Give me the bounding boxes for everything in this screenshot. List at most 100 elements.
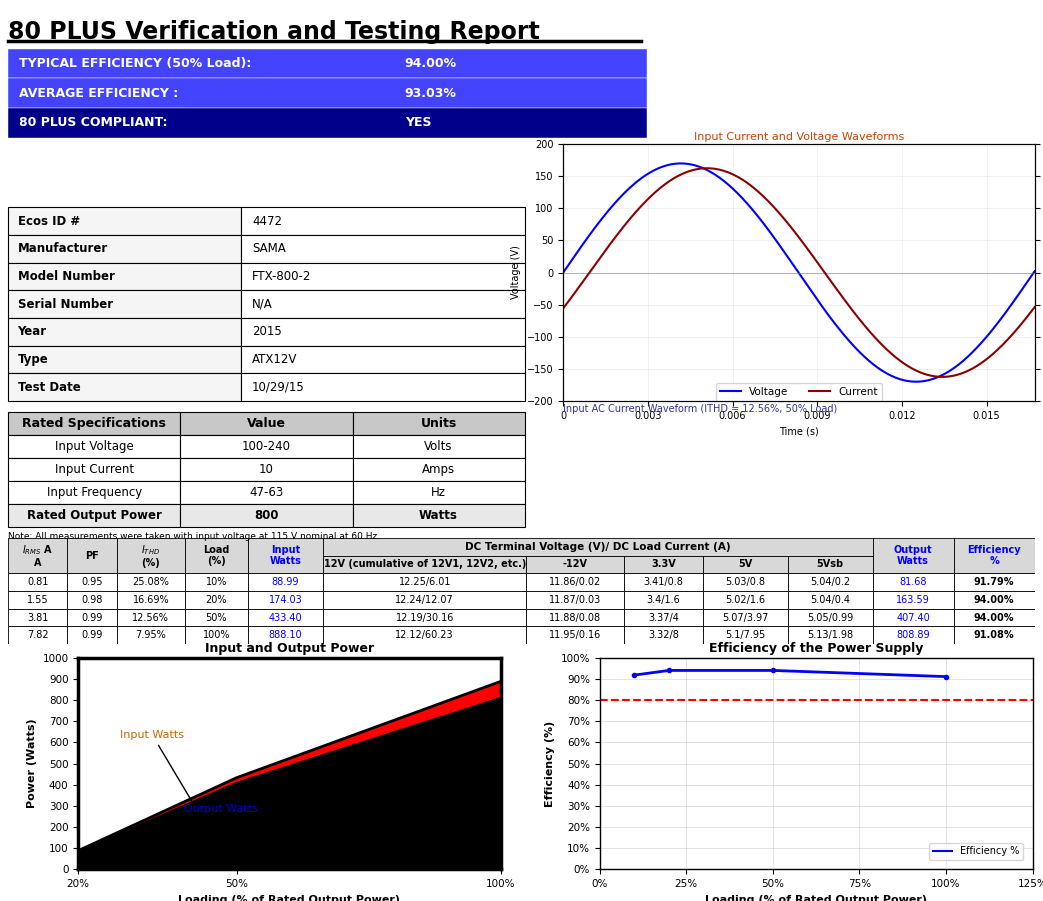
Text: Load
(%): Load (%): [203, 545, 229, 567]
Text: 12.25/6.01: 12.25/6.01: [398, 578, 451, 587]
Title: Input and Output Power: Input and Output Power: [204, 642, 374, 655]
Text: Input AC Current Waveform (ITHD = 12.56%, 50% Load): Input AC Current Waveform (ITHD = 12.56%…: [563, 404, 838, 414]
Text: 20%: 20%: [205, 595, 227, 605]
Bar: [117, 573, 185, 591]
Bar: [953, 538, 1035, 573]
Bar: [117, 538, 185, 573]
Text: 888.10: 888.10: [269, 631, 302, 641]
Current: [605, 237, 617, 248]
Text: Note: All measurements were taken with input voltage at 115 V nominal at 60 Hz.: Note: All measurements were taken with i…: [8, 532, 381, 541]
Bar: [526, 573, 624, 591]
Bar: [323, 626, 526, 644]
Text: PF: PF: [86, 551, 99, 560]
Text: 5.1/7.95: 5.1/7.95: [725, 631, 766, 641]
Text: 12.24/12.07: 12.24/12.07: [395, 595, 454, 605]
Bar: [323, 573, 526, 591]
Bar: [703, 626, 787, 644]
Bar: [787, 556, 873, 573]
Text: 93.03%: 93.03%: [405, 86, 457, 100]
Text: 3.41/0.8: 3.41/0.8: [644, 578, 683, 587]
Bar: [323, 591, 526, 609]
Text: 12.19/30.16: 12.19/30.16: [395, 613, 454, 623]
Text: 3.32/8: 3.32/8: [648, 631, 679, 641]
Y-axis label: Efficiency (%): Efficiency (%): [544, 721, 555, 806]
Text: 0.99: 0.99: [81, 613, 102, 623]
Text: 7.95%: 7.95%: [136, 631, 166, 641]
Voltage: [605, 202, 617, 213]
X-axis label: Loading (% of Rated Output Power): Loading (% of Rated Output Power): [178, 895, 401, 901]
Bar: [873, 609, 953, 626]
Voltage: [909, 377, 922, 387]
Bar: [8, 626, 67, 644]
Bar: [117, 591, 185, 609]
Text: 91.79%: 91.79%: [974, 578, 1015, 587]
Text: Output Watts: Output Watts: [184, 793, 285, 815]
Text: 11.86/0.02: 11.86/0.02: [549, 578, 601, 587]
Bar: [8, 538, 67, 573]
Bar: [67, 573, 117, 591]
Text: 91.08%: 91.08%: [974, 631, 1015, 641]
Text: -12V: -12V: [562, 560, 587, 569]
Bar: [323, 538, 873, 556]
Bar: [526, 609, 624, 626]
Voltage: [766, 229, 778, 240]
Bar: [787, 626, 873, 644]
Text: 0.99: 0.99: [81, 631, 102, 641]
Bar: [703, 573, 787, 591]
Bar: [873, 538, 953, 573]
Bar: [526, 626, 624, 644]
Text: 0.81: 0.81: [27, 578, 48, 587]
Bar: [526, 591, 624, 609]
Text: 1.55: 1.55: [27, 595, 49, 605]
Text: 80 PLUS Verification and Testing Report: 80 PLUS Verification and Testing Report: [8, 20, 540, 44]
Bar: [67, 591, 117, 609]
Text: 80 PLUS COMPLIANT:: 80 PLUS COMPLIANT:: [19, 116, 167, 130]
Text: 94.00%: 94.00%: [974, 595, 1015, 605]
Y-axis label: Voltage (V): Voltage (V): [511, 246, 522, 299]
Voltage: [675, 158, 687, 168]
Text: Efficiency
%: Efficiency %: [967, 545, 1021, 567]
Text: 25.08%: 25.08%: [132, 578, 169, 587]
Text: 163.59: 163.59: [896, 595, 930, 605]
Current: [925, 370, 938, 381]
X-axis label: Loading (% of Rated Output Power): Loading (% of Rated Output Power): [705, 895, 927, 901]
Current: [766, 199, 778, 210]
Title: Input Current and Voltage Waveforms: Input Current and Voltage Waveforms: [694, 132, 904, 142]
Bar: [185, 591, 247, 609]
Bar: [624, 626, 703, 644]
Voltage: [748, 206, 760, 217]
Text: 5.07/3.97: 5.07/3.97: [722, 613, 769, 623]
Bar: [787, 609, 873, 626]
Voltage: [557, 267, 569, 278]
Bar: [953, 626, 1035, 644]
Bar: [8, 591, 67, 609]
Bar: [624, 573, 703, 591]
Bar: [624, 556, 703, 573]
Bar: [247, 609, 323, 626]
Voltage: [1028, 266, 1041, 277]
Bar: [953, 573, 1035, 591]
Text: TYPICAL EFFICIENCY (50% Load):: TYPICAL EFFICIENCY (50% Load):: [19, 57, 251, 70]
Text: 5.05/0.99: 5.05/0.99: [807, 613, 853, 623]
Bar: [526, 556, 624, 573]
Text: 808.89: 808.89: [896, 631, 930, 641]
Bar: [247, 626, 323, 644]
Text: 12.56%: 12.56%: [132, 613, 169, 623]
Bar: [323, 609, 526, 626]
Text: 5.03/0.8: 5.03/0.8: [725, 578, 766, 587]
Current: [748, 183, 760, 194]
Text: 81.68: 81.68: [899, 578, 927, 587]
Text: 5.02/1.6: 5.02/1.6: [725, 595, 766, 605]
Voltage: [881, 369, 894, 379]
Text: Input Watts: Input Watts: [120, 730, 197, 811]
Bar: [185, 609, 247, 626]
Legend: Voltage, Current: Voltage, Current: [715, 383, 882, 401]
Bar: [787, 591, 873, 609]
Text: 50%: 50%: [205, 613, 227, 623]
Text: 407.40: 407.40: [896, 613, 930, 623]
Text: 94.00%: 94.00%: [405, 57, 457, 70]
Text: AVERAGE EFFICIENCY :: AVERAGE EFFICIENCY :: [19, 86, 178, 100]
Text: $I_{THD}$
(%): $I_{THD}$ (%): [141, 543, 161, 569]
Current: [557, 303, 569, 314]
Voltage: [925, 374, 938, 385]
